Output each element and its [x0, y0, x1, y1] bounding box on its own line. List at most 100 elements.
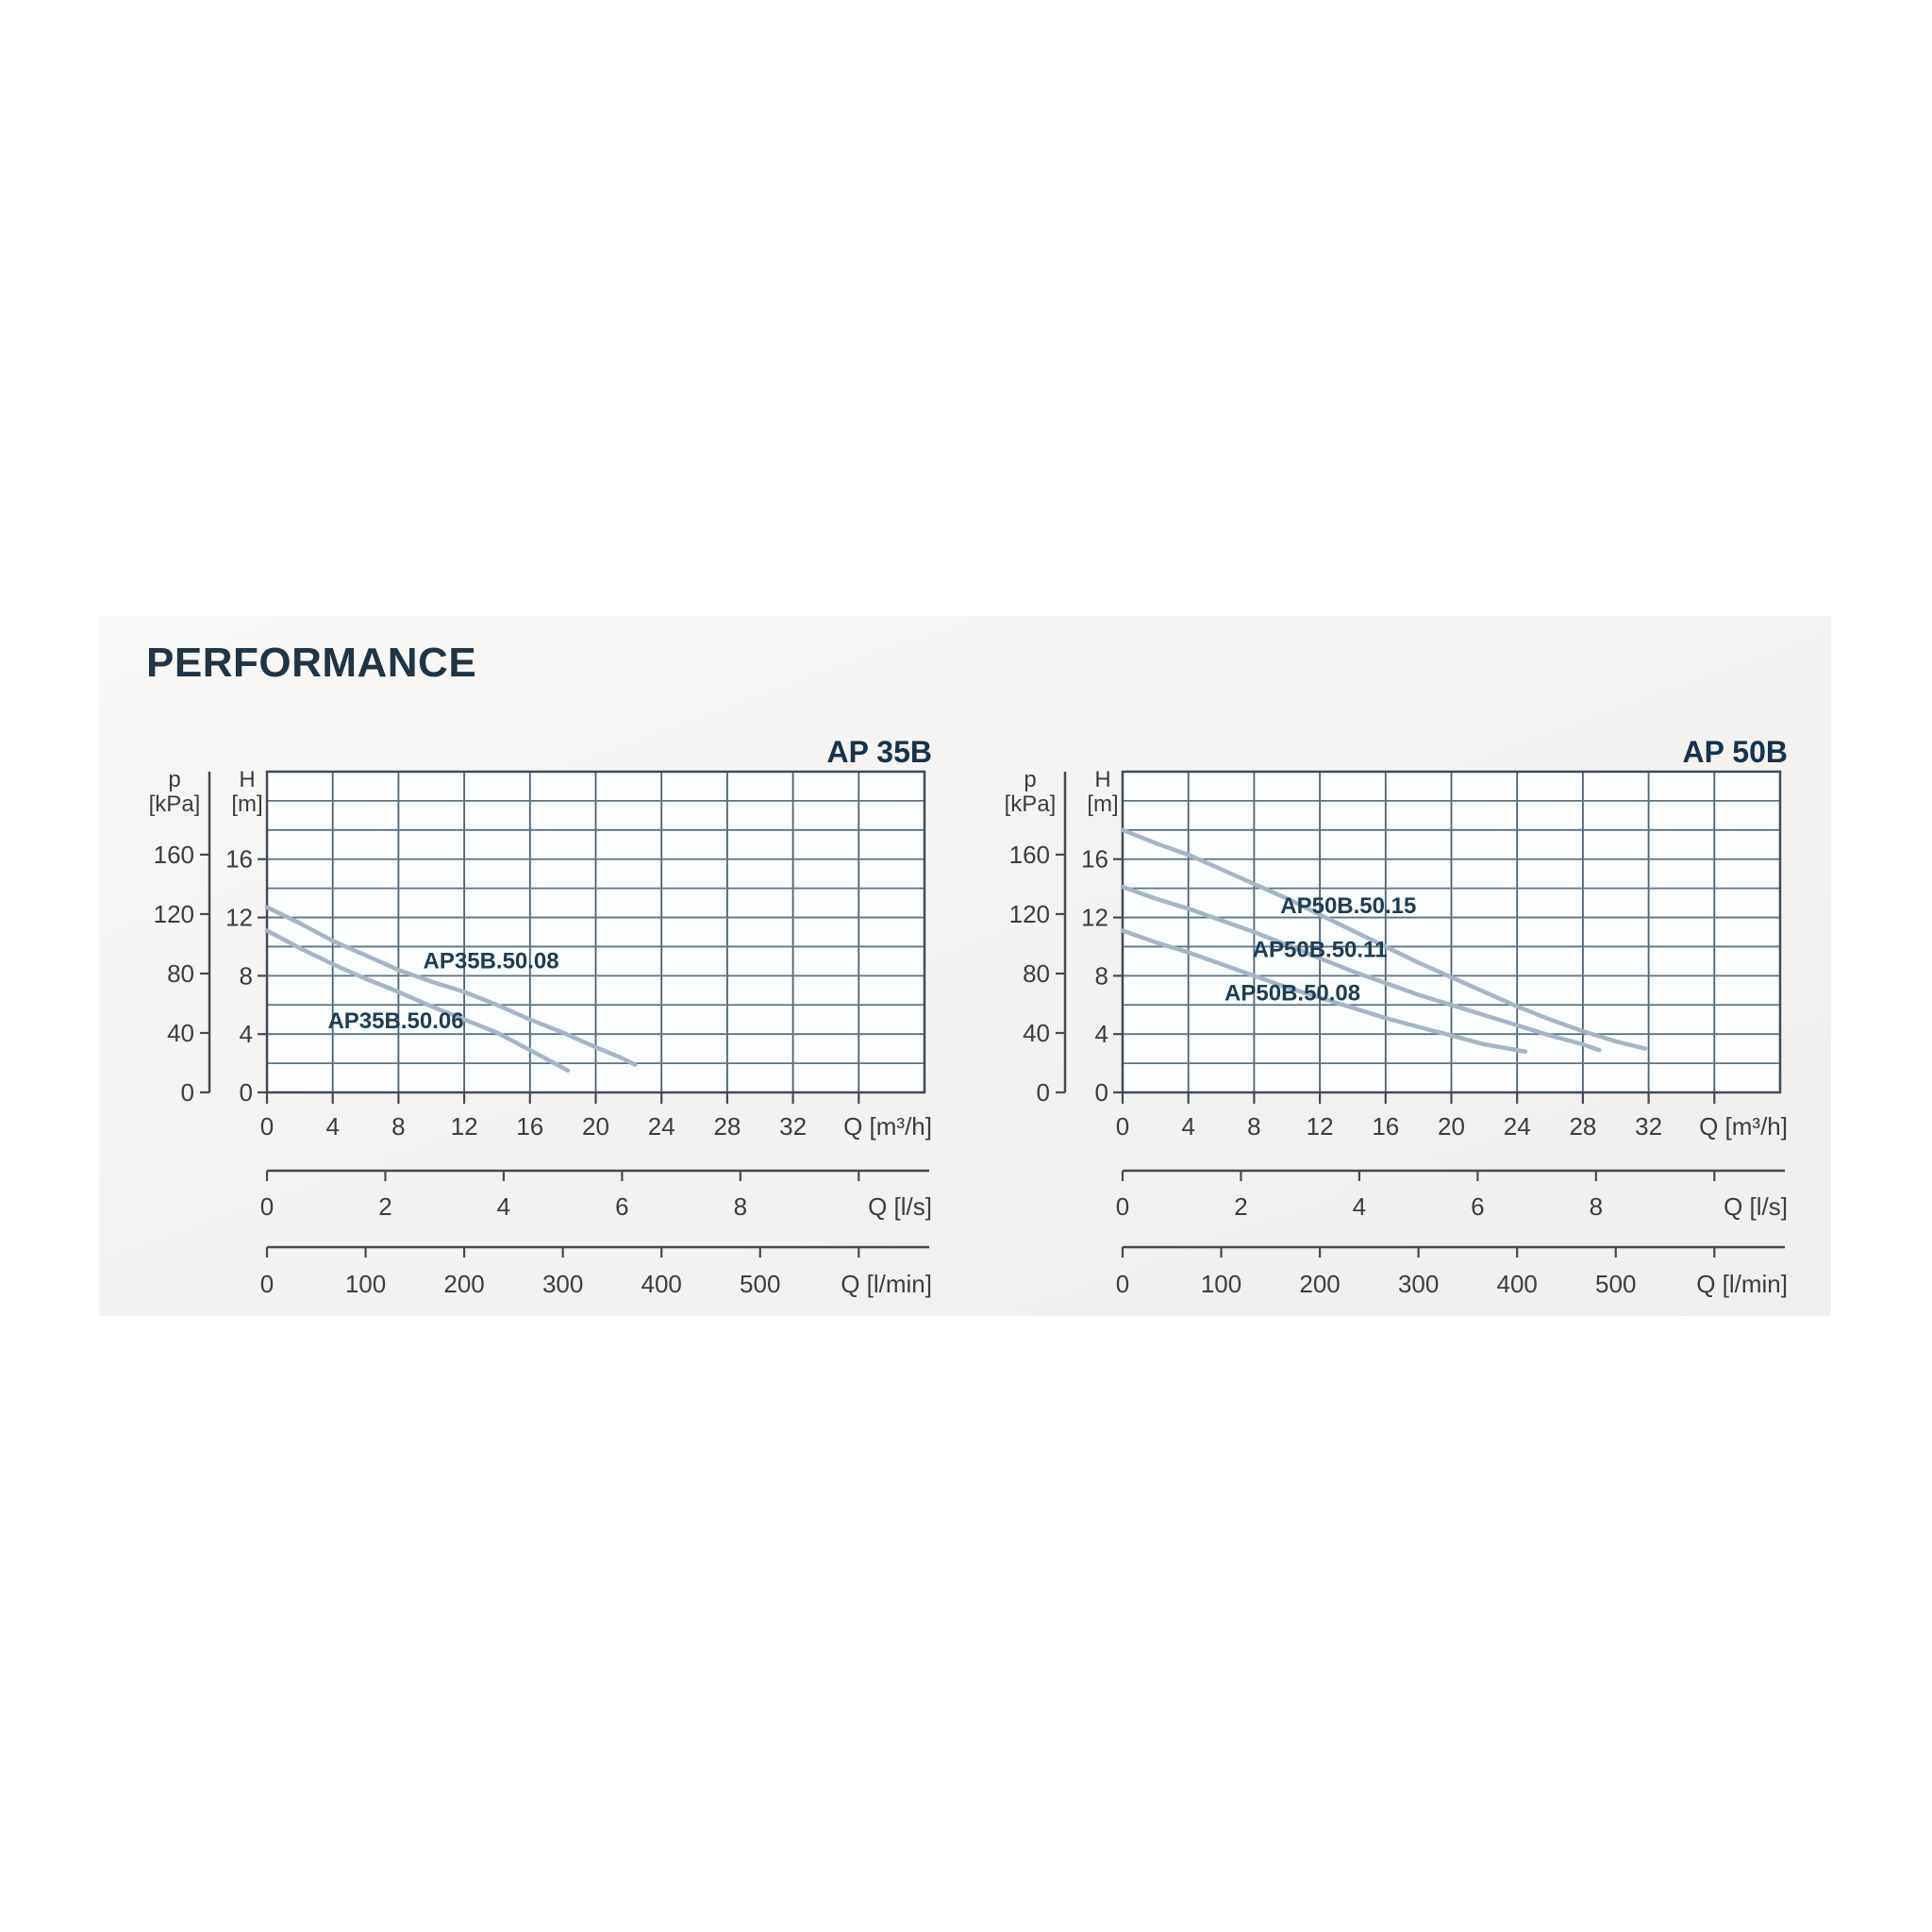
flow-axis-m3h: 0 4 8 12 16 20 24 28 32 Q [m³/h] — [1116, 1092, 1788, 1141]
flow-axis-unit-label: Q [m³/h] — [843, 1112, 932, 1141]
grid — [267, 772, 924, 1092]
pressure-axis-unit: [kPa] — [149, 791, 201, 817]
head-axis-name: H — [239, 767, 255, 792]
ls-tick-label: 0 — [260, 1192, 274, 1221]
content-panel: PERFORMANCE AP 35B p [kPa] 0 40 80 120 160 H [m] 0… — [99, 616, 1831, 1316]
flow-tick-label: 8 — [1247, 1112, 1260, 1141]
pressure-axis-name: p — [1024, 767, 1036, 792]
pump-curve-label: AP35B.50.06 — [327, 1008, 463, 1034]
page-title: PERFORMANCE — [146, 640, 477, 686]
chart-ap-35b: AP 35B p [kPa] 0 40 80 120 160 H [m] 0 4 8 12 16 0 4 8 12 1… — [123, 728, 953, 1308]
flow-tick-label: 12 — [1307, 1112, 1334, 1141]
curves: AP35B.50.08 AP35B.50.06 — [264, 905, 638, 1074]
pressure-tick-label: 40 — [1023, 1019, 1050, 1047]
lmin-tick-label: 500 — [1595, 1270, 1636, 1298]
lmin-tick-label: 200 — [443, 1270, 484, 1298]
pump-curve-label: AP35B.50.08 — [424, 949, 559, 974]
ls-tick-label: 6 — [615, 1192, 628, 1221]
ls-tick-label: 8 — [734, 1192, 747, 1221]
pressure-tick-label: 0 — [1037, 1078, 1050, 1107]
flow-tick-label: 12 — [451, 1112, 478, 1141]
head-tick-label: 16 — [1081, 845, 1108, 874]
flow-tick-label: 28 — [713, 1112, 741, 1141]
ls-tick-label: 2 — [378, 1192, 391, 1221]
pressure-tick-label: 120 — [154, 900, 194, 928]
flow-axis-unit-label: Q [m³/h] — [1699, 1112, 1788, 1141]
flow-axis-ls: 0 2 4 6 8 Q [l/s] — [1116, 1169, 1788, 1221]
pump-curve-AP50B.50.15 — [1120, 827, 1648, 1051]
head-tick-label: 0 — [1095, 1078, 1108, 1107]
pressure-axis-unit: [kPa] — [1005, 791, 1057, 817]
flow-tick-label: 20 — [1438, 1112, 1465, 1141]
head-axis: H[m] 0 4 8 12 16 — [1081, 767, 1123, 1107]
head-axis-name: H — [1094, 767, 1110, 792]
flow-axis-ls: 0 2 4 6 8 Q [l/s] — [260, 1169, 932, 1221]
ls-tick-label: 2 — [1234, 1192, 1247, 1221]
pressure-tick-label: 80 — [167, 959, 194, 988]
ls-tick-label: 4 — [497, 1192, 510, 1221]
pressure-tick-label: 120 — [1009, 900, 1050, 928]
head-tick-label: 4 — [240, 1020, 253, 1048]
lmin-tick-label: 400 — [641, 1270, 682, 1298]
flow-tick-label: 4 — [1181, 1112, 1194, 1141]
head-axis-unit: [m] — [1087, 791, 1118, 817]
flow-axis-m3h: 0 4 8 12 16 20 24 28 32 Q [m³/h] — [260, 1092, 932, 1141]
curves: AP50B.50.15 AP50B.50.11 AP50B.50.08 — [1120, 827, 1648, 1054]
ls-tick-label: 6 — [1471, 1192, 1484, 1221]
flow-tick-label: 24 — [1504, 1112, 1531, 1141]
lmin-axis-unit-label: Q [l/min] — [1696, 1270, 1788, 1298]
flow-tick-label: 0 — [260, 1112, 274, 1141]
lmin-tick-label: 100 — [345, 1270, 386, 1298]
chart-title: AP 50B — [1683, 735, 1788, 769]
flow-tick-label: 8 — [391, 1112, 405, 1141]
pump-curve-AP35B.50.06 — [264, 928, 571, 1074]
head-tick-label: 4 — [1095, 1020, 1108, 1048]
pump-curve-label: AP50B.50.08 — [1224, 981, 1360, 1007]
flow-tick-label: 24 — [648, 1112, 675, 1141]
pressure-tick-label: 160 — [154, 841, 194, 869]
head-tick-label: 8 — [1095, 961, 1108, 990]
lmin-tick-label: 300 — [542, 1270, 583, 1298]
flow-tick-label: 0 — [1116, 1112, 1129, 1141]
head-tick-label: 8 — [240, 961, 253, 990]
flow-tick-label: 20 — [582, 1112, 609, 1141]
lmin-axis-unit-label: Q [l/min] — [841, 1270, 932, 1298]
pressure-axis-name: p — [168, 767, 180, 792]
lmin-tick-label: 0 — [260, 1270, 274, 1298]
flow-tick-label: 28 — [1569, 1112, 1596, 1141]
pressure-axis: p[kPa] 0 40 80 120 160 — [149, 767, 211, 1107]
pressure-tick-label: 80 — [1023, 959, 1050, 988]
flow-tick-label: 16 — [1372, 1112, 1399, 1141]
pressure-tick-label: 0 — [181, 1078, 194, 1107]
pump-curve-label: AP50B.50.11 — [1253, 937, 1388, 962]
flow-tick-label: 4 — [325, 1112, 339, 1141]
head-tick-label: 12 — [1081, 904, 1108, 932]
pump-curve-AP50B.50.08 — [1120, 928, 1528, 1054]
head-axis-unit: [m] — [231, 791, 262, 817]
flow-tick-label: 32 — [1635, 1112, 1662, 1141]
pressure-tick-label: 40 — [167, 1019, 194, 1047]
ls-axis-unit-label: Q [l/s] — [1724, 1192, 1788, 1221]
flow-tick-label: 32 — [779, 1112, 807, 1141]
pump-curve-label: AP50B.50.15 — [1280, 893, 1416, 919]
pressure-tick-label: 160 — [1009, 841, 1050, 869]
head-axis: H[m] 0 4 8 12 16 — [225, 767, 267, 1107]
head-tick-label: 16 — [225, 845, 253, 874]
lmin-tick-label: 200 — [1299, 1270, 1340, 1298]
ls-tick-label: 0 — [1116, 1192, 1129, 1221]
lmin-tick-label: 0 — [1116, 1270, 1129, 1298]
flow-axis-lmin: 0 100 200 300 400 500 Q [l/min] — [260, 1245, 932, 1298]
flow-tick-label: 16 — [516, 1112, 543, 1141]
chart-ap-50b: AP 50B p [kPa] 0 40 80 120 160 H [m] 0 4 8 12 16 0 4 8 12 1… — [978, 728, 1808, 1308]
lmin-tick-label: 500 — [740, 1270, 780, 1298]
chart-title: AP 35B — [827, 735, 932, 769]
pressure-axis: p[kPa] 0 40 80 120 160 — [1005, 767, 1067, 1107]
lmin-tick-label: 300 — [1398, 1270, 1439, 1298]
ls-tick-label: 8 — [1590, 1192, 1603, 1221]
pump-curve-AP50B.50.11 — [1120, 884, 1602, 1053]
flow-axis-lmin: 0 100 200 300 400 500 Q [l/min] — [1116, 1245, 1788, 1298]
ls-tick-label: 4 — [1353, 1192, 1366, 1221]
pump-curve-AP35B.50.08 — [264, 905, 638, 1067]
